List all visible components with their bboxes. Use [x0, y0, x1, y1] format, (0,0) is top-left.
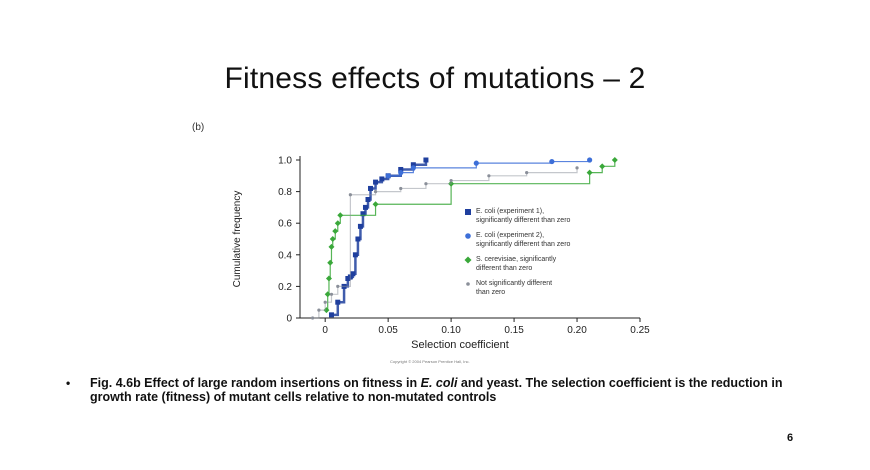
- legend-marker: [465, 209, 471, 215]
- data-point: [423, 157, 429, 163]
- data-point: [372, 201, 379, 208]
- data-point: [352, 252, 358, 258]
- data-point: [587, 157, 593, 163]
- data-point: [348, 193, 352, 197]
- legend-label: S. cerevisiae, significantly: [476, 256, 557, 263]
- data-point: [337, 212, 344, 219]
- data-point: [334, 220, 341, 227]
- x-axis-label: Selection coefficient: [411, 339, 509, 351]
- data-point: [487, 174, 491, 178]
- data-point: [328, 243, 335, 250]
- data-point: [329, 236, 336, 242]
- data-point: [410, 162, 416, 168]
- data-point: [599, 163, 606, 170]
- data-point: [368, 185, 374, 191]
- x-tick-label: 0.15: [504, 325, 524, 336]
- y-tick-label: 0.8: [278, 187, 292, 198]
- legend-marker: [466, 282, 470, 286]
- x-tick-label: 0.25: [630, 325, 650, 336]
- legend-label: different than zero: [476, 265, 532, 272]
- legend-label: significantly different than zero: [476, 241, 571, 248]
- x-tick-label: 0: [322, 325, 328, 336]
- legend-label: E. coli (experiment 1),: [476, 208, 544, 215]
- y-tick-label: 0.6: [278, 219, 292, 230]
- y-tick-label: 1.0: [278, 156, 292, 167]
- data-point: [385, 173, 391, 179]
- data-point: [357, 223, 363, 229]
- data-point: [325, 275, 332, 282]
- data-point: [373, 179, 379, 185]
- data-point: [360, 211, 366, 217]
- data-point: [336, 284, 340, 288]
- caption-bullet: •: [66, 376, 71, 390]
- data-point: [310, 316, 315, 320]
- x-tick-label: 0.20: [567, 325, 587, 336]
- data-point: [525, 171, 529, 175]
- data-point: [350, 271, 356, 277]
- x-tick-label: 0.10: [441, 325, 461, 336]
- data-point: [362, 204, 368, 210]
- data-point: [473, 160, 479, 166]
- y-tick-label: 0.4: [278, 250, 292, 261]
- legend-marker: [465, 233, 471, 239]
- series-line: [331, 160, 428, 317]
- data-point: [398, 166, 404, 172]
- data-point: [335, 299, 341, 305]
- data-point: [379, 176, 385, 182]
- y-tick-label: 0: [286, 314, 292, 325]
- data-point: [324, 291, 331, 298]
- data-point: [317, 308, 321, 312]
- figure-caption: Fig. 4.6b Effect of large random inserti…: [90, 376, 810, 404]
- data-point: [365, 197, 371, 202]
- data-point: [323, 300, 327, 304]
- legend-marker: [464, 256, 472, 264]
- slide-title: Fitness effects of mutations – 2: [224, 62, 646, 95]
- data-point: [399, 186, 403, 191]
- data-point: [345, 276, 351, 281]
- legend-label: Not significantly different: [476, 280, 552, 287]
- y-tick-label: 0.2: [278, 282, 292, 293]
- data-point: [398, 170, 404, 176]
- data-point: [586, 169, 593, 176]
- caption-text-part2: and yeast. The selection coefficient is …: [90, 376, 783, 404]
- x-tick-label: 0.05: [378, 325, 398, 336]
- legend-label: E. coli (experiment 2),: [476, 232, 544, 239]
- page-number: 6: [787, 432, 794, 444]
- data-point: [327, 259, 334, 266]
- y-axis-label: Cumulative frequency: [232, 191, 243, 288]
- copyright-notice: Copyright © 2004 Pearson Prentice Hall, …: [390, 359, 470, 364]
- data-point: [328, 312, 334, 318]
- data-point: [575, 166, 579, 170]
- data-point: [449, 178, 453, 183]
- series-line: [388, 160, 591, 177]
- data-point: [373, 190, 378, 194]
- data-point: [410, 165, 416, 171]
- data-point: [611, 157, 618, 163]
- legend-label: significantly different than zero: [476, 217, 571, 224]
- panel-label: (b): [192, 122, 205, 133]
- data-point: [329, 292, 334, 296]
- data-point: [355, 236, 361, 242]
- data-point: [332, 228, 339, 235]
- data-point: [424, 182, 428, 186]
- legend-label: than zero: [476, 289, 505, 296]
- data-point: [549, 158, 555, 165]
- caption-text-part1: Fig. 4.6b Effect of large random inserti…: [90, 376, 421, 390]
- caption-species-italic: E. coli: [420, 376, 458, 390]
